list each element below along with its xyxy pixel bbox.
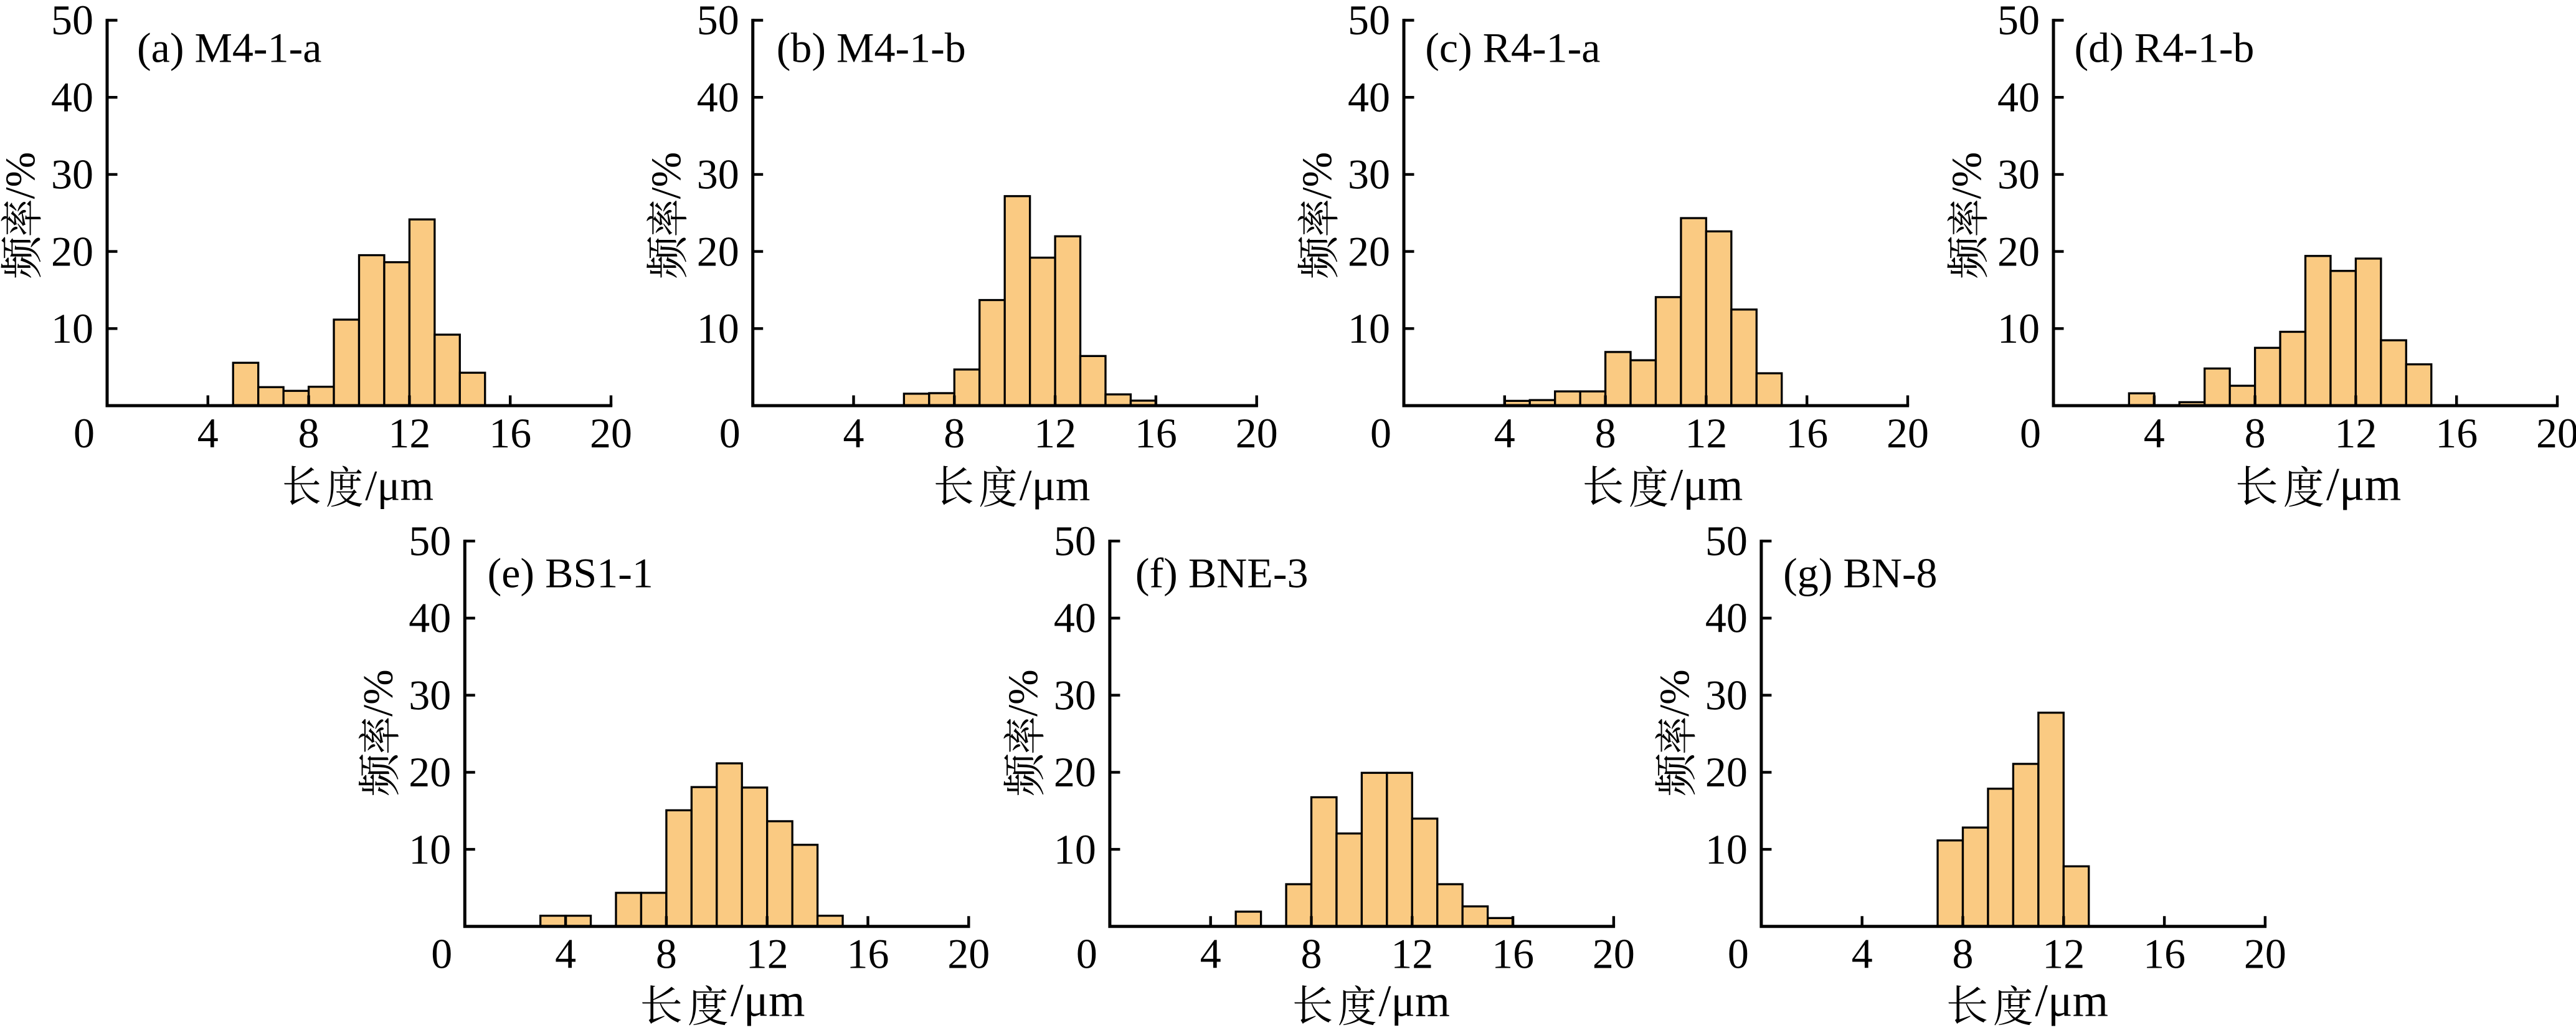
svg-text:30: 30 xyxy=(1705,671,1748,718)
svg-text:50: 50 xyxy=(1705,517,1748,565)
svg-text:/%: /% xyxy=(642,152,689,199)
svg-text:16: 16 xyxy=(2435,409,2478,457)
svg-text:10: 10 xyxy=(51,305,93,352)
svg-text:30: 30 xyxy=(697,151,739,198)
svg-text:/μm: /μm xyxy=(1670,459,1743,510)
svg-text:0: 0 xyxy=(1728,930,1749,978)
svg-text:/%: /% xyxy=(1943,152,1990,199)
svg-text:50: 50 xyxy=(697,0,739,44)
svg-text:50: 50 xyxy=(1348,0,1390,44)
svg-text:4: 4 xyxy=(2144,409,2165,457)
svg-text:40: 40 xyxy=(1997,74,2040,121)
svg-text:40: 40 xyxy=(697,74,739,121)
svg-text:10: 10 xyxy=(1997,305,2040,352)
svg-text:20: 20 xyxy=(947,930,990,978)
svg-text:0: 0 xyxy=(1370,409,1391,457)
svg-text:20: 20 xyxy=(1348,227,1390,275)
svg-text:0: 0 xyxy=(73,409,95,457)
svg-text:4: 4 xyxy=(1852,930,1873,978)
svg-text:20: 20 xyxy=(1997,227,2040,275)
svg-text:/%: /% xyxy=(0,152,44,199)
svg-text:40: 40 xyxy=(1054,594,1096,642)
svg-text:/μm: /μm xyxy=(1020,460,1091,510)
svg-text:30: 30 xyxy=(1997,151,2040,198)
svg-text:40: 40 xyxy=(409,594,451,642)
svg-text:(g) BN-8: (g) BN-8 xyxy=(1783,550,1937,597)
svg-text:(f) BNE-3: (f) BNE-3 xyxy=(1135,550,1309,597)
svg-text:0: 0 xyxy=(2020,409,2041,457)
svg-text:/μm: /μm xyxy=(365,462,433,509)
svg-text:10: 10 xyxy=(697,305,739,352)
svg-text:10: 10 xyxy=(1705,826,1748,873)
svg-text:20: 20 xyxy=(2244,930,2286,978)
svg-text:4: 4 xyxy=(1494,409,1515,457)
svg-text:(a) M4-1-a: (a) M4-1-a xyxy=(137,24,321,71)
svg-text:12: 12 xyxy=(2334,409,2377,457)
svg-text:40: 40 xyxy=(1705,594,1748,642)
svg-text:/%: /% xyxy=(1650,669,1698,717)
svg-text:20: 20 xyxy=(2536,409,2576,457)
svg-text:(d) R4-1-b: (d) R4-1-b xyxy=(2075,24,2255,71)
svg-text:16: 16 xyxy=(1492,930,1534,978)
svg-text:8: 8 xyxy=(1953,930,1974,978)
svg-text:8: 8 xyxy=(1301,930,1322,978)
svg-text:20: 20 xyxy=(1887,409,1929,457)
svg-text:20: 20 xyxy=(1705,748,1748,796)
svg-text:40: 40 xyxy=(51,74,93,121)
svg-text:10: 10 xyxy=(1348,305,1390,352)
svg-text:20: 20 xyxy=(1236,409,1278,457)
svg-text:50: 50 xyxy=(51,0,93,44)
svg-text:/μm: /μm xyxy=(1379,976,1450,1026)
svg-text:12: 12 xyxy=(1391,930,1433,978)
svg-text:8: 8 xyxy=(298,409,320,457)
svg-text:/μm: /μm xyxy=(2326,459,2401,510)
svg-text:4: 4 xyxy=(197,409,219,457)
svg-text:0: 0 xyxy=(1076,930,1097,978)
svg-text:8: 8 xyxy=(2245,409,2266,457)
svg-text:8: 8 xyxy=(1595,409,1616,457)
svg-text:20: 20 xyxy=(1054,748,1096,796)
svg-text:/%: /% xyxy=(1293,152,1340,199)
svg-text:(e) BS1-1: (e) BS1-1 xyxy=(488,550,653,597)
svg-text:4: 4 xyxy=(555,930,576,978)
svg-text:12: 12 xyxy=(746,930,788,978)
svg-text:50: 50 xyxy=(1054,517,1096,565)
svg-text:12: 12 xyxy=(388,409,430,457)
svg-text:/%: /% xyxy=(354,669,402,717)
svg-text:8: 8 xyxy=(656,930,677,978)
svg-text:8: 8 xyxy=(944,409,965,457)
svg-text:0: 0 xyxy=(719,409,741,457)
svg-text:30: 30 xyxy=(409,671,451,718)
svg-text:20: 20 xyxy=(1593,930,1635,978)
svg-text:4: 4 xyxy=(843,409,864,457)
svg-text:20: 20 xyxy=(409,748,451,796)
svg-text:10: 10 xyxy=(409,826,451,873)
svg-text:0: 0 xyxy=(431,930,452,978)
svg-text:12: 12 xyxy=(1034,409,1076,457)
svg-text:20: 20 xyxy=(51,227,93,275)
svg-text:(c) R4-1-a: (c) R4-1-a xyxy=(1425,24,1600,71)
svg-text:/μm: /μm xyxy=(2035,975,2108,1026)
svg-text:16: 16 xyxy=(847,930,889,978)
svg-text:20: 20 xyxy=(590,409,632,457)
svg-text:40: 40 xyxy=(1348,74,1390,121)
svg-text:20: 20 xyxy=(697,227,739,275)
svg-text:16: 16 xyxy=(2143,930,2185,978)
svg-text:30: 30 xyxy=(1348,151,1390,198)
svg-text:50: 50 xyxy=(1997,0,2040,44)
svg-text:4: 4 xyxy=(1200,930,1221,978)
svg-text:12: 12 xyxy=(1685,409,1727,457)
svg-text:/μm: /μm xyxy=(731,975,805,1027)
svg-text:(b) M4-1-b: (b) M4-1-b xyxy=(777,24,966,71)
svg-text:/%: /% xyxy=(999,669,1046,717)
svg-text:16: 16 xyxy=(1786,409,1828,457)
svg-text:10: 10 xyxy=(1054,826,1096,873)
svg-text:16: 16 xyxy=(1135,409,1177,457)
svg-text:30: 30 xyxy=(51,151,93,198)
svg-text:30: 30 xyxy=(1054,671,1096,718)
svg-text:50: 50 xyxy=(409,517,451,565)
svg-text:12: 12 xyxy=(2042,930,2085,978)
svg-text:16: 16 xyxy=(489,409,531,457)
